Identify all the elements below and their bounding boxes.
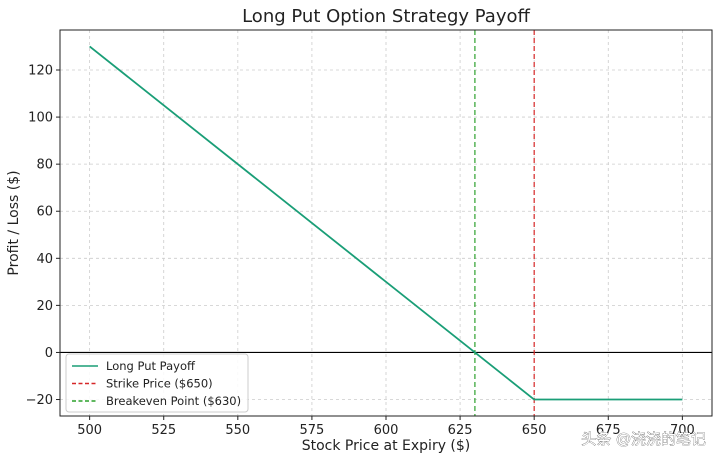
x-tick-label: 700 bbox=[670, 423, 695, 438]
y-tick-label: 120 bbox=[28, 64, 53, 79]
y-tick-label: −20 bbox=[26, 393, 53, 408]
y-tick-label: 80 bbox=[36, 158, 53, 173]
x-tick-label: 650 bbox=[522, 423, 547, 438]
y-tick-label: 20 bbox=[36, 299, 53, 314]
y-axis-label: Profit / Loss ($) bbox=[6, 170, 22, 275]
ticks: 500 525 550 575 600 625 650 675 700 −20 0 20 40 60 80 1… bbox=[26, 64, 695, 438]
legend-label-payoff: Long Put Payoff bbox=[106, 359, 196, 373]
y-tick-label: 40 bbox=[36, 252, 53, 267]
series bbox=[89, 45, 683, 401]
x-tick-label: 625 bbox=[448, 423, 473, 438]
x-tick-label: 675 bbox=[596, 423, 621, 438]
x-axis-label: Stock Price at Expiry ($) bbox=[302, 438, 471, 454]
payoff-series-line bbox=[89, 45, 683, 401]
y-tick-label: 60 bbox=[36, 205, 53, 220]
watermark-text: 头条 @浇浇的笔记 bbox=[581, 430, 706, 448]
y-tick-label: 0 bbox=[45, 346, 53, 361]
x-tick-label: 575 bbox=[299, 423, 324, 438]
legend-label-breakeven: Breakeven Point ($630) bbox=[106, 394, 241, 408]
x-tick-label: 525 bbox=[151, 423, 176, 438]
x-tick-label: 600 bbox=[374, 423, 399, 438]
chart-title: Long Put Option Strategy Payoff bbox=[242, 6, 530, 27]
y-tick-label: 100 bbox=[28, 111, 53, 126]
x-tick-label: 500 bbox=[77, 423, 102, 438]
legend: Long Put Payoff Strike Price ($650) Brea… bbox=[65, 353, 249, 413]
x-tick-label: 550 bbox=[225, 423, 250, 438]
legend-box bbox=[65, 353, 249, 413]
legend-label-strike: Strike Price ($650) bbox=[106, 377, 213, 391]
